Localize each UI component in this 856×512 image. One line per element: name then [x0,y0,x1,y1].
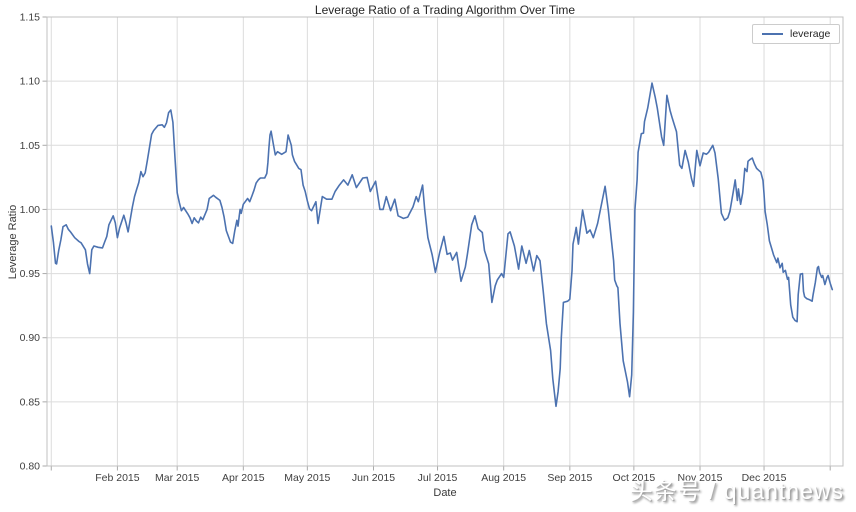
svg-text:Mar 2015: Mar 2015 [155,472,200,484]
legend-line-sample-icon [762,33,783,35]
x-axis-label: Date [433,487,457,499]
axis-ticks [42,16,831,471]
plot-frame [46,16,844,467]
series-line-leverage [50,82,834,408]
svg-text:Dec 2015: Dec 2015 [742,472,787,484]
svg-text:Oct 2015: Oct 2015 [613,472,656,484]
svg-text:Aug 2015: Aug 2015 [481,472,526,484]
svg-text:Nov 2015: Nov 2015 [678,472,723,484]
legend-label: leverage [790,28,831,40]
svg-text:0.90: 0.90 [20,332,41,344]
legend: leverage [752,24,841,44]
svg-text:Feb 2015: Feb 2015 [95,472,140,484]
svg-text:1.15: 1.15 [20,12,41,24]
chart-title: Leverage Ratio of a Trading Algorithm Ov… [314,3,576,17]
svg-text:0.95: 0.95 [20,268,41,280]
svg-text:1.00: 1.00 [20,204,41,216]
svg-text:1.05: 1.05 [20,140,41,152]
svg-text:0.85: 0.85 [20,396,41,408]
y-axis-label: Leverage Ratio [7,204,19,280]
svg-text:Jun 2015: Jun 2015 [352,472,395,484]
svg-text:Apr 2015: Apr 2015 [222,472,265,484]
svg-text:May 2015: May 2015 [284,472,330,484]
svg-text:1.10: 1.10 [20,76,41,88]
svg-text:0.80: 0.80 [20,461,41,473]
svg-text:Jul 2015: Jul 2015 [418,472,458,484]
tick-labels: 0.80 0.85 0.90 0.95 1.00 1.05 1.10 1.15 Feb 2015… [20,12,787,485]
watermark: 头条号 / quantnews [629,478,844,504]
svg-text:Sep 2015: Sep 2015 [547,472,592,484]
